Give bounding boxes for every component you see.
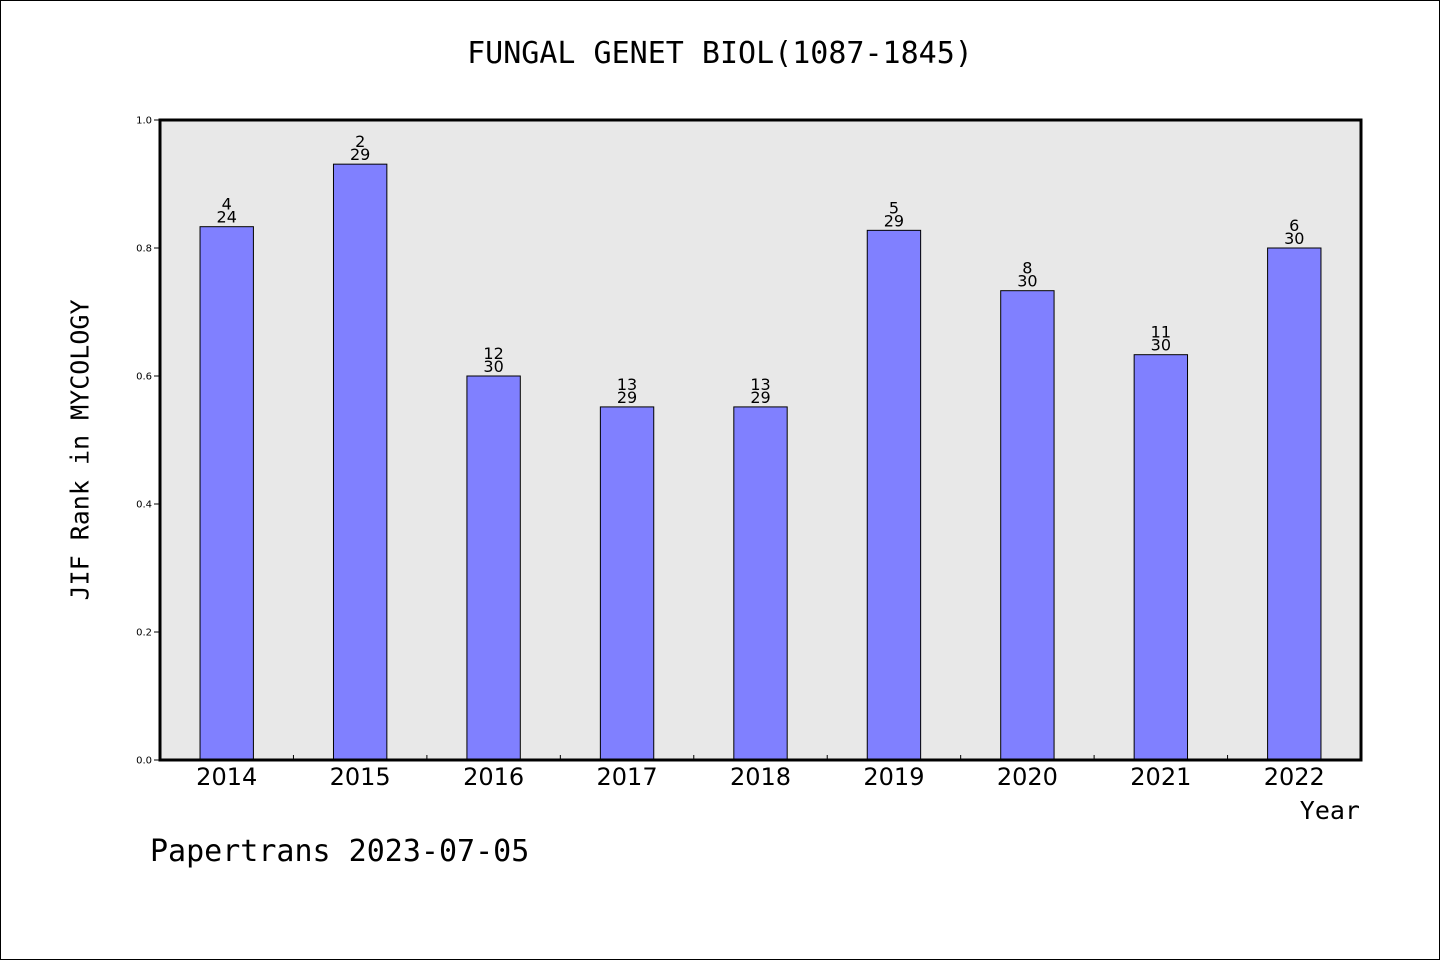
x-tick-label: 2019 — [863, 763, 924, 791]
bar-rank-label: 13 — [617, 375, 637, 394]
bar-rank-label: 5 — [889, 198, 899, 217]
bar-total-label: 30 — [1151, 336, 1171, 355]
bar — [1133, 354, 1189, 761]
x-axis-label: Year — [1299, 796, 1360, 825]
bar-total-label: 29 — [750, 388, 770, 407]
y-tick-label: 0.4 — [136, 500, 152, 511]
x-tick-label: 2020 — [997, 763, 1058, 791]
bar-rank-label: 12 — [483, 344, 503, 363]
x-tick-label: 2018 — [730, 763, 791, 791]
chart-title: FUNGAL GENET BIOL(1087-1845) — [467, 36, 973, 71]
bar-rank-label: 13 — [750, 375, 770, 394]
bar-rank-label: 11 — [1151, 323, 1171, 342]
footer-credit: Papertrans 2023-07-05 — [150, 834, 530, 869]
x-tick-label: 2014 — [196, 763, 257, 791]
bar — [1000, 290, 1055, 761]
bar — [599, 406, 655, 761]
bar-rank-label: 8 — [1022, 259, 1032, 278]
bar-rank-label: 2 — [355, 132, 365, 151]
x-tick-label: 2017 — [597, 763, 658, 791]
y-tick-label: 0.6 — [136, 372, 152, 383]
plot-border — [158, 118, 1363, 762]
x-tick-label: 2015 — [330, 763, 391, 791]
y-tick-label: 1.0 — [136, 116, 152, 127]
bar-total-label: 30 — [1284, 229, 1304, 248]
bar-total-label: 24 — [217, 208, 237, 227]
y-tick-label: 0.8 — [136, 244, 152, 255]
bar-total-label: 29 — [350, 145, 370, 164]
y-tick-label: 0.0 — [136, 756, 152, 767]
bar — [733, 406, 788, 761]
bar-total-label: 30 — [1017, 272, 1037, 291]
bar-total-label: 30 — [483, 357, 503, 376]
bar — [1267, 247, 1322, 761]
x-tick-label: 2021 — [1130, 763, 1191, 791]
bar — [199, 226, 254, 761]
bar-rank-label: 4 — [222, 195, 232, 214]
bar — [466, 375, 521, 761]
bar — [332, 163, 388, 761]
x-tick-label: 2022 — [1264, 763, 1325, 791]
bar — [866, 229, 922, 761]
y-tick-label: 0.2 — [136, 628, 152, 639]
bar-total-label: 29 — [617, 388, 637, 407]
bar-total-label: 29 — [884, 211, 904, 230]
bar-rank-label: 6 — [1289, 216, 1299, 235]
x-tick-label: 2016 — [463, 763, 524, 791]
